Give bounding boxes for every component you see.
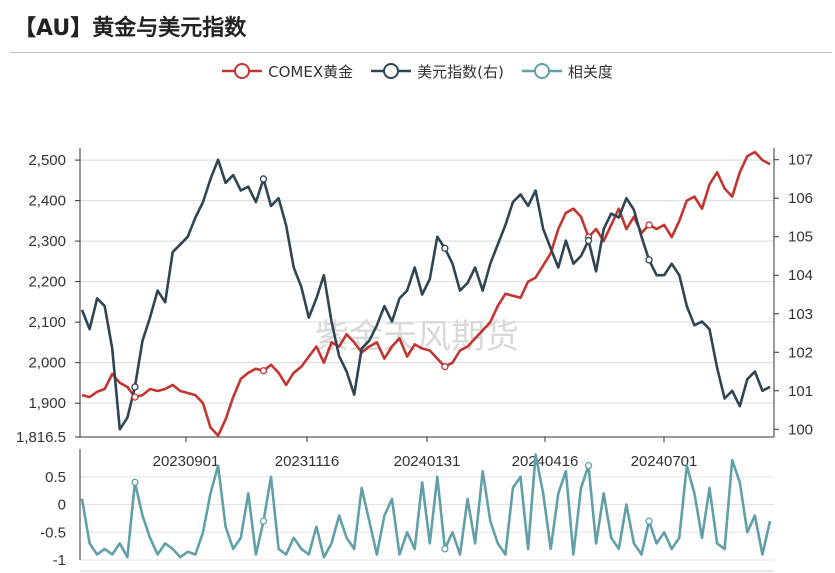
series-markers xyxy=(131,175,653,553)
corr-axis-tick-0: 0.5 xyxy=(45,469,66,486)
series-2-point-3 xyxy=(584,461,593,470)
legend-corr-icon xyxy=(521,63,562,79)
corr-axis-tick-3: -1 xyxy=(53,552,66,569)
legend-gold-icon xyxy=(222,63,263,79)
chart-legend: COMEX黄金 美元指数(右) 相关度 xyxy=(0,59,835,83)
legend-label-usd: 美元指数(右) xyxy=(417,62,504,81)
legend-label-corr: 相关度 xyxy=(567,62,613,81)
series-2-point-4 xyxy=(645,517,653,525)
left-axis-tick-4: 2,100 xyxy=(28,314,66,331)
x-axis-tick-1: 20231116 xyxy=(275,453,340,470)
series-line-0 xyxy=(81,150,771,437)
legend-item-gold[interactable]: COMEX黄金 xyxy=(222,61,353,82)
right-axis-tick-1: 106 xyxy=(788,190,813,207)
legend-label-gold: COMEX黄金 xyxy=(268,62,354,81)
left-axis-tick-7: 1,816.5 xyxy=(16,429,66,446)
right-axis-tick-4: 103 xyxy=(788,306,813,323)
series-0-point-0 xyxy=(131,393,139,401)
x-axis-tick-2: 20240131 xyxy=(394,453,461,470)
legend-usd-icon xyxy=(371,63,412,79)
left-axis-tick-5: 2,000 xyxy=(28,355,66,372)
series-1-point-4 xyxy=(645,256,653,264)
right-axis-tick-7: 100 xyxy=(788,421,813,438)
axes xyxy=(75,148,779,572)
left-axis-tick-3: 2,200 xyxy=(28,274,66,291)
left-axis-tick-6: 1,900 xyxy=(28,395,66,412)
grid-lines xyxy=(80,159,774,561)
right-axis-tick-6: 101 xyxy=(788,383,813,400)
corr-axis-tick-1: 0 xyxy=(58,497,66,514)
legend-item-corr[interactable]: 相关度 xyxy=(521,61,613,82)
legend-item-usd[interactable]: 美元指数(右) xyxy=(371,61,504,82)
series-lines xyxy=(80,150,772,559)
series-2-point-2 xyxy=(441,545,449,553)
left-axis-tick-0: 2,500 xyxy=(28,152,66,169)
series-1-point-0 xyxy=(131,383,139,391)
series-line-2 xyxy=(80,453,772,559)
right-axis-tick-3: 104 xyxy=(788,267,813,284)
tick-labels: 2,500 2,400 2,300 2,200 2,100 2,000 1,900 1,816… xyxy=(16,152,813,569)
series-1-point-3 xyxy=(584,236,593,245)
series-line-1 xyxy=(80,158,771,431)
right-axis-tick-5: 102 xyxy=(788,344,813,361)
series-2-point-0 xyxy=(131,478,139,486)
left-axis-tick-2: 2,300 xyxy=(28,233,66,250)
series-1-point-2 xyxy=(441,244,449,252)
series-2-point-1 xyxy=(259,517,268,525)
x-axis-tick-3: 20240416 xyxy=(512,453,579,470)
chart-title: 【AU】黄金与美元指数 xyxy=(14,16,247,41)
right-axis-tick-2: 105 xyxy=(788,229,813,246)
x-axis-tick-0: 20230901 xyxy=(153,453,220,470)
corr-axis-tick-2: -0.5 xyxy=(40,524,66,541)
title-divider xyxy=(10,52,832,53)
series-0-point-4 xyxy=(645,221,653,229)
left-axis-tick-1: 2,400 xyxy=(28,193,66,210)
series-1-point-1 xyxy=(259,175,268,183)
x-axis-tick-4: 20240701 xyxy=(631,453,698,470)
right-axis-tick-0: 107 xyxy=(788,152,813,169)
series-0-point-1 xyxy=(259,367,268,375)
series-0-point-2 xyxy=(441,363,449,371)
